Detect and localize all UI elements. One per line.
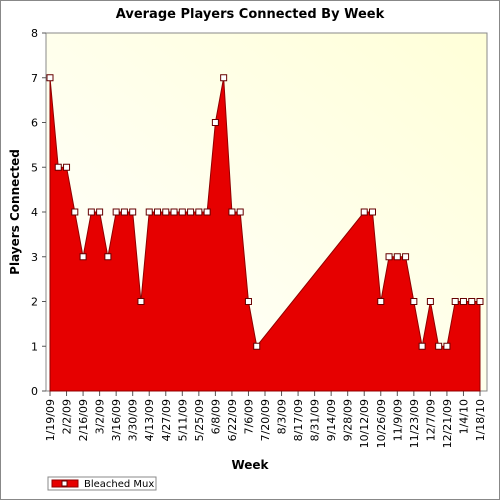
point-marker [369, 208, 376, 216]
point-marker [385, 253, 393, 261]
legend: Bleached Mux [47, 476, 157, 491]
y-tick-label: 4 [31, 206, 38, 219]
x-tick-label: 1/19/09 [44, 399, 57, 441]
x-tick-label: 2/2/09 [61, 399, 74, 434]
point-marker [418, 342, 426, 350]
y-tick-label: 5 [31, 161, 38, 174]
x-tick-label: 8/3/09 [276, 399, 289, 434]
point-marker [435, 342, 443, 350]
point-marker [170, 208, 178, 216]
area [49, 77, 481, 392]
point-marker [402, 253, 410, 261]
x-tick-label: 11/9/09 [391, 399, 404, 441]
y-tick-label: 6 [31, 117, 38, 130]
point-marker [104, 253, 112, 261]
point-marker [54, 163, 62, 171]
point-marker [360, 208, 368, 216]
x-tick-label: 6/22/09 [226, 399, 239, 441]
legend-label: Bleached Mux [84, 479, 154, 490]
point-marker [459, 298, 467, 305]
y-tick-label: 2 [31, 296, 38, 309]
y-tick-label: 1 [31, 340, 38, 353]
point-marker [236, 208, 244, 216]
x-tick-label: 8/17/09 [292, 399, 305, 441]
x-tick-label: 9/28/09 [342, 399, 355, 441]
point-marker [195, 208, 203, 216]
point-marker [187, 208, 195, 216]
point-marker [71, 208, 79, 216]
x-tick-label: 3/2/09 [94, 399, 107, 434]
x-tick-label: 5/25/09 [193, 399, 206, 441]
x-tick-label: 12/21/09 [441, 399, 454, 448]
point-marker [451, 298, 459, 305]
point-marker [203, 208, 211, 216]
x-tick-label: 9/14/09 [325, 399, 338, 441]
x-tick-label: 1/4/10 [457, 399, 470, 434]
point-marker [46, 74, 54, 82]
x-tick-label: 7/6/09 [242, 399, 255, 434]
point-marker [154, 208, 161, 216]
point-marker [145, 208, 153, 216]
point-marker [137, 298, 145, 305]
point-marker [178, 208, 186, 216]
point-marker [162, 208, 170, 216]
x-tick-label: 7/20/09 [259, 399, 272, 441]
point-marker [244, 298, 252, 305]
x-tick-label: 10/12/09 [358, 399, 371, 448]
x-tick-label: 11/23/09 [408, 399, 421, 448]
x-tick-label: 3/30/09 [127, 399, 140, 441]
point-marker [468, 298, 476, 305]
point-marker [220, 74, 228, 82]
x-tick-label: 4/27/09 [160, 399, 173, 441]
y-tick-label: 7 [31, 72, 38, 85]
point-marker [211, 119, 219, 126]
point-marker [79, 253, 87, 261]
point-marker [426, 298, 434, 305]
y-tick-label: 3 [31, 251, 38, 264]
x-tick-label: 12/7/09 [424, 399, 437, 441]
point-marker [410, 298, 418, 305]
x-tick-label: 2/16/09 [77, 399, 90, 441]
point-marker [129, 208, 137, 216]
point-marker [87, 208, 95, 216]
y-tick-label: 0 [31, 385, 38, 398]
x-tick-label: 8/31/09 [309, 399, 322, 441]
point-marker [393, 253, 401, 261]
x-tick-label: 5/11/09 [176, 399, 189, 441]
point-marker [253, 342, 261, 350]
point-marker [112, 208, 120, 216]
point-marker [443, 342, 451, 350]
point-marker [377, 298, 385, 305]
x-tick-label: 6/8/09 [209, 399, 222, 434]
point-marker [96, 208, 104, 216]
x-tick-label: 3/16/09 [110, 399, 123, 441]
legend-marker [61, 480, 68, 487]
x-tick-label: 1/18/10 [474, 399, 487, 441]
y-axis-title: Players Connected [8, 149, 22, 275]
x-tick-label: 10/26/09 [375, 399, 388, 448]
point-marker [63, 163, 71, 171]
point-marker [120, 208, 128, 216]
y-tick-label: 8 [31, 27, 38, 40]
chart-title: Average Players Connected By Week [116, 7, 385, 22]
point-marker [476, 298, 484, 305]
x-axis-title: Week [231, 458, 269, 472]
x-tick-label: 4/13/09 [143, 399, 156, 441]
point-marker [228, 208, 236, 216]
